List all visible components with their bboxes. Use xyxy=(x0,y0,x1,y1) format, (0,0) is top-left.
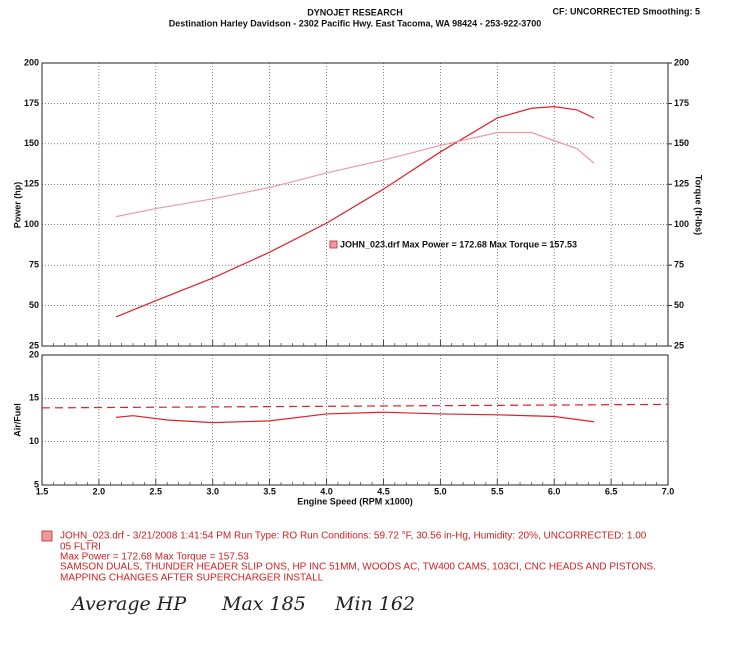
y-tick-label: 10 xyxy=(29,436,39,446)
y2-axis-label: Torque (ft-lbs) xyxy=(694,175,704,235)
plot-frame xyxy=(41,354,669,486)
footer-line: SAMSON DUALS, THUNDER HEADER SLIP ONS, H… xyxy=(60,562,656,573)
y2-tick-label: 175 xyxy=(674,98,689,108)
handwriting: Max 185 xyxy=(221,593,306,615)
x-tick-label: 2.5 xyxy=(150,486,163,496)
header-settings: CF: UNCORRECTED Smoothing: 5 xyxy=(553,6,701,16)
footer-line: MAPPING CHANGES AFTER SUPERCHARGER INSTA… xyxy=(60,573,324,584)
footer-line: JOHN_023.drf - 3/21/2008 1:41:54 PM Run … xyxy=(60,531,647,542)
x-tick-label: 3.0 xyxy=(206,486,219,496)
y-tick-label: 50 xyxy=(29,300,39,310)
y-tick-label: 15 xyxy=(29,393,39,403)
legend-swatch xyxy=(329,240,338,249)
y-tick-label: 200 xyxy=(24,57,39,67)
y-tick-label: 125 xyxy=(24,179,39,189)
y2-tick-label: 25 xyxy=(674,340,684,350)
series-line xyxy=(41,403,669,409)
y2-tick-label: 50 xyxy=(674,300,684,310)
legend-swatch xyxy=(41,530,53,542)
x-tick-label: 5.0 xyxy=(434,486,447,496)
y-axis-label: Air/Fuel xyxy=(12,403,22,437)
header-title: DYNOJET RESEARCH xyxy=(307,7,403,17)
y2-tick-label: 75 xyxy=(674,260,684,270)
y-tick-label: 25 xyxy=(29,340,39,350)
series-line xyxy=(115,106,595,318)
handwriting: Min 162 xyxy=(334,593,415,615)
y-tick-label: 150 xyxy=(24,138,39,148)
x-tick-label: 6.5 xyxy=(605,486,618,496)
y-tick-label: 175 xyxy=(24,98,39,108)
y-tick-label: 20 xyxy=(29,349,39,359)
series-line xyxy=(115,131,595,218)
x-tick-label: 5.5 xyxy=(491,486,504,496)
footer-line: Max Power = 172.68 Max Torque = 157.53 xyxy=(60,552,249,563)
x-tick-label: 3.5 xyxy=(263,486,276,496)
series-line xyxy=(115,411,595,424)
y2-tick-label: 200 xyxy=(674,57,689,67)
handwriting: Average HP xyxy=(70,593,187,615)
x-tick-label: 7.0 xyxy=(662,486,675,496)
x-tick-label: 6.0 xyxy=(548,486,561,496)
x-tick-label: 4.5 xyxy=(377,486,390,496)
y-tick-label: 75 xyxy=(29,260,39,270)
annotation: JOHN_023.drf Max Power = 172.68 Max Torq… xyxy=(340,239,577,249)
footer-line: 05 FLTRI xyxy=(60,542,101,553)
y-tick-label: 100 xyxy=(24,219,39,229)
y2-tick-label: 150 xyxy=(674,138,689,148)
y-tick-label: 5 xyxy=(34,479,39,489)
y-axis-label: Power (hp) xyxy=(12,182,22,229)
x-tick-label: 1.5 xyxy=(36,486,49,496)
y2-tick-label: 100 xyxy=(674,219,689,229)
x-axis-label: Engine Speed (RPM x1000) xyxy=(297,496,413,506)
y2-tick-label: 125 xyxy=(674,179,689,189)
header-subtitle: Destination Harley Davidson - 2302 Pacif… xyxy=(169,18,542,28)
x-tick-label: 4.0 xyxy=(320,486,333,496)
x-tick-label: 2.0 xyxy=(93,486,106,496)
plot-frame xyxy=(41,62,669,347)
